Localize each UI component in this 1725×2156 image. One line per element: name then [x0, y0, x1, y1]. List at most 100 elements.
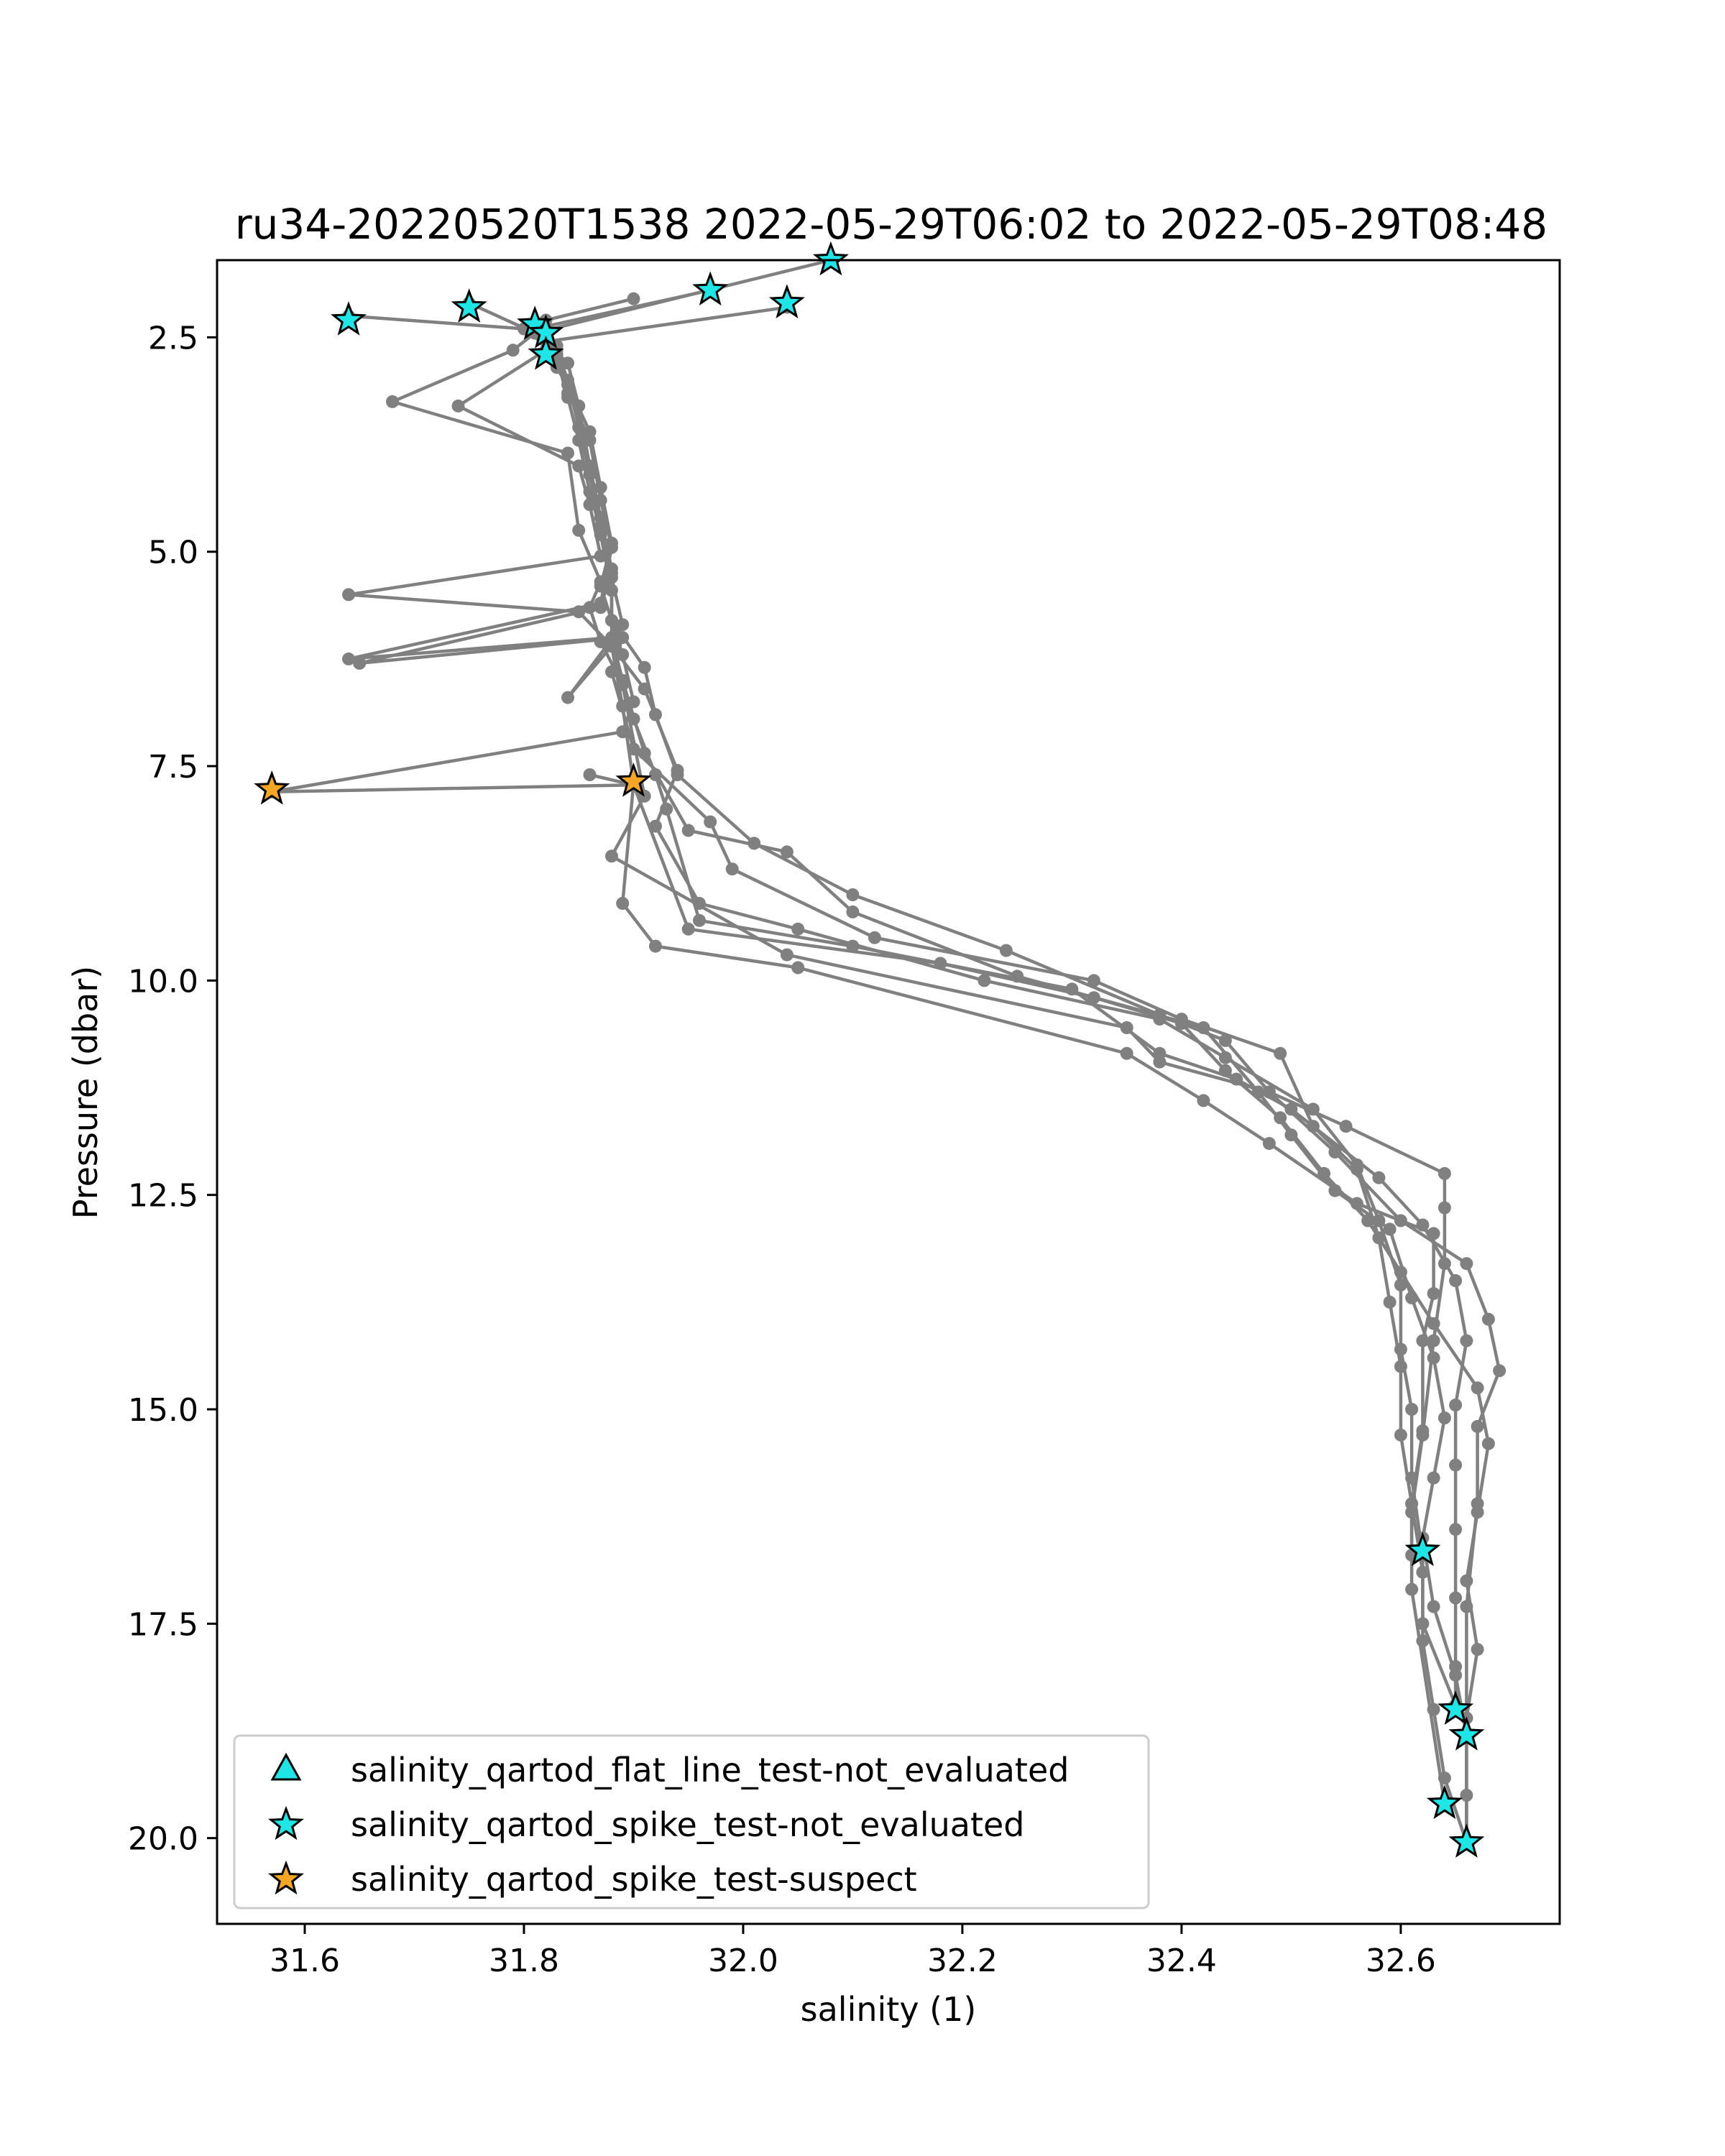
- profile-point: [780, 845, 794, 859]
- profile-point: [1328, 1146, 1342, 1158]
- profile-point: [1438, 1772, 1451, 1785]
- profile-point: [868, 931, 881, 944]
- profile-point: [1427, 1317, 1440, 1330]
- profile-point: [1372, 1231, 1386, 1245]
- profile-point: [638, 660, 651, 674]
- profile-point: [572, 459, 586, 473]
- profile-point: [572, 433, 586, 447]
- profile-point: [583, 498, 597, 512]
- profile-point: [1087, 991, 1100, 1005]
- profile-point: [561, 446, 574, 460]
- profile-point: [1274, 1046, 1287, 1060]
- profile-point: [1394, 1214, 1407, 1227]
- legend: salinity_qartod_flat_line_test-not_evalu…: [233, 1734, 1150, 1909]
- profile-point: [1438, 1201, 1451, 1215]
- profile-point: [1230, 1072, 1243, 1086]
- profile-point: [572, 420, 586, 434]
- profile-point: [572, 605, 586, 619]
- profile-point: [1011, 969, 1024, 983]
- profile-point: [1405, 1291, 1419, 1304]
- profile-point: [561, 691, 574, 704]
- profile-point: [342, 588, 355, 602]
- profile-point: [660, 802, 673, 816]
- profile-point: [1460, 1574, 1473, 1588]
- profile-point: [1153, 1046, 1167, 1060]
- profile-point: [1087, 974, 1100, 987]
- profile-point: [1197, 1094, 1210, 1107]
- legend-box: [233, 1734, 1150, 1909]
- flagged-star-marker: [1426, 1784, 1463, 1820]
- profile-point: [1405, 1583, 1419, 1596]
- profile-point: [506, 344, 520, 357]
- profile-point: [1350, 1162, 1363, 1176]
- profile-point: [1197, 1021, 1210, 1034]
- legend-label: salinity_qartod_spike_test-suspect: [351, 1860, 917, 1899]
- profile-point: [638, 747, 651, 760]
- profile-line: [346, 314, 1468, 1737]
- x-axis-label: salinity (1): [801, 1990, 977, 2029]
- profile-point: [1274, 1111, 1287, 1125]
- profile-point: [1460, 1789, 1473, 1802]
- profile-point: [681, 922, 695, 936]
- flagged-markers: [254, 241, 1485, 1858]
- flagged-star-marker: [1438, 1690, 1474, 1725]
- profile-point: [934, 957, 947, 970]
- profile-point: [594, 549, 607, 563]
- flagged-star-marker: [615, 763, 652, 797]
- profile-point: [583, 425, 597, 438]
- profile-point: [605, 584, 618, 597]
- profile-point: [1449, 1591, 1463, 1605]
- profile-point: [1481, 1312, 1495, 1326]
- profile-point: [1416, 1334, 1430, 1348]
- profile-point: [583, 485, 597, 499]
- profile-point: [616, 648, 630, 661]
- profile-point: [1427, 1227, 1440, 1240]
- profile-line: [270, 297, 1491, 1844]
- profile-point: [704, 815, 717, 829]
- profile-point: [1218, 1033, 1232, 1047]
- profile-point: [1427, 1286, 1440, 1300]
- profile-point: [1284, 1102, 1298, 1116]
- profile-point: [780, 948, 794, 962]
- profile-point: [561, 374, 574, 387]
- x-tick-label: 32.4: [1146, 1943, 1217, 1979]
- profile-point: [1405, 1497, 1419, 1511]
- profile-point: [649, 819, 662, 833]
- profile-point: [594, 481, 607, 494]
- x-tick-label: 32.2: [927, 1943, 998, 1979]
- profile-point: [1174, 1017, 1188, 1030]
- profile-point: [1449, 1274, 1463, 1287]
- y-tick-label: 7.5: [148, 749, 198, 786]
- legend-star-icon: [268, 1860, 304, 1895]
- y-tick-label: 5.0: [148, 535, 198, 571]
- profile-point: [1065, 982, 1079, 996]
- profile-point: [1218, 1064, 1232, 1077]
- profile-point: [605, 849, 618, 863]
- profile-point: [1438, 1411, 1451, 1424]
- flagged-star-marker: [692, 271, 729, 306]
- y-tick-label: 15.0: [128, 1392, 198, 1429]
- profile-point: [1427, 1471, 1440, 1485]
- legend-label: salinity_qartod_flat_line_test-not_evalu…: [351, 1751, 1069, 1789]
- flagged-star-marker: [528, 336, 564, 370]
- profile-point: [616, 897, 630, 910]
- profile-point: [1262, 1137, 1276, 1151]
- profile-point: [616, 631, 630, 645]
- x-tick-label: 31.6: [270, 1943, 340, 1979]
- profile-point: [1460, 1257, 1473, 1271]
- profile-point: [353, 656, 367, 670]
- profile-point: [1306, 1120, 1320, 1133]
- profile-point: [1394, 1279, 1407, 1291]
- x-axis-ticks: 31.6 31.8 32.0 32.2 32.4 32.6: [270, 1924, 1436, 1979]
- profile-point: [681, 824, 695, 837]
- profile-point: [1481, 1437, 1495, 1450]
- profile-point: [616, 725, 630, 739]
- profile-point: [594, 635, 607, 648]
- profile-point: [386, 395, 399, 408]
- profile-point: [1449, 1660, 1463, 1673]
- profile-point: [1460, 1600, 1473, 1613]
- profile-point: [1284, 1128, 1298, 1142]
- profile-point: [1262, 1085, 1276, 1099]
- profile-point: [649, 939, 662, 953]
